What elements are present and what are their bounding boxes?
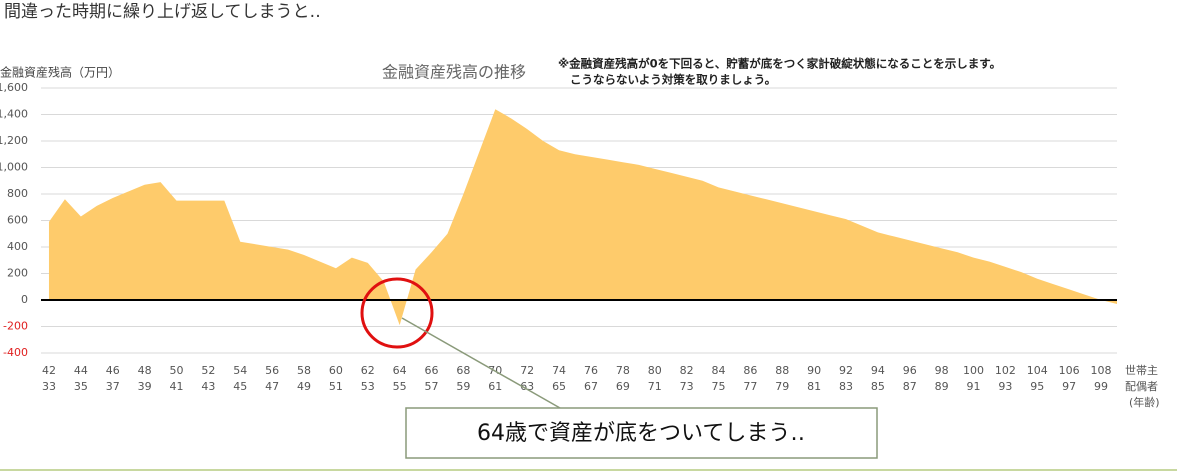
x-tick-label: 66 xyxy=(425,364,439,377)
x-tick-label: 68 xyxy=(456,364,470,377)
x2-tick-label: 89 xyxy=(935,380,949,393)
area xyxy=(48,109,1118,326)
x2-tick-label: 79 xyxy=(775,380,789,393)
x2-tick-label: 53 xyxy=(361,380,375,393)
x-tick-label: 76 xyxy=(584,364,598,377)
x-axis-label: 配偶者 xyxy=(1125,380,1158,393)
y-tick-label: -400 xyxy=(3,346,28,359)
x2-tick-label: 59 xyxy=(456,380,470,393)
x2-tick-label: 35 xyxy=(74,380,88,393)
x-tick-label: 58 xyxy=(297,364,311,377)
x2-tick-label: 61 xyxy=(488,380,502,393)
x2-tick-label: 41 xyxy=(169,380,183,393)
y-tick-label: -200 xyxy=(3,320,28,333)
y-tick-label: 800 xyxy=(7,187,28,200)
x2-tick-label: 85 xyxy=(871,380,885,393)
x-tick-label: 108 xyxy=(1091,364,1112,377)
x2-tick-label: 77 xyxy=(743,380,757,393)
x2-tick-label: 73 xyxy=(680,380,694,393)
x2-tick-label: 49 xyxy=(297,380,311,393)
x-tick-label: 98 xyxy=(935,364,949,377)
x2-tick-label: 87 xyxy=(903,380,917,393)
x2-tick-label: 63 xyxy=(520,380,534,393)
x-tick-label: 60 xyxy=(329,364,343,377)
x2-tick-label: 43 xyxy=(201,380,215,393)
note: こうならないよう対策を取りましょう。 xyxy=(570,73,776,87)
x2-tick-label: 57 xyxy=(425,380,439,393)
x2-tick-label: 65 xyxy=(552,380,566,393)
callout-box xyxy=(405,407,878,459)
y-tick-label: 200 xyxy=(7,267,28,280)
x-tick-label: 90 xyxy=(807,364,821,377)
y-tick-label: 1,000 xyxy=(0,161,28,174)
x-tick-label: 82 xyxy=(680,364,694,377)
x2-tick-label: 71 xyxy=(648,380,662,393)
y-axis-label: 金融資産残高（万円） xyxy=(0,65,120,80)
x2-tick-label: 33 xyxy=(42,380,56,393)
x-tick-label: 48 xyxy=(138,364,152,377)
x-tick-label: 42 xyxy=(42,364,56,377)
x2-tick-label: 95 xyxy=(1030,380,1044,393)
x2-tick-label: 93 xyxy=(998,380,1012,393)
x-tick-label: 80 xyxy=(648,364,662,377)
x2-tick-label: 39 xyxy=(138,380,152,393)
y-tick-label: 0 xyxy=(21,293,28,306)
x2-tick-label: 75 xyxy=(711,380,725,393)
x-tick-label: 84 xyxy=(711,364,725,377)
x-tick-label: 52 xyxy=(201,364,215,377)
heading: 間違った時期に繰り上げ返してしまうと‥ xyxy=(4,2,321,22)
x-tick-label: 72 xyxy=(520,364,534,377)
chart-title: 金融資産残高の推移 xyxy=(382,63,526,82)
x2-tick-label: 91 xyxy=(967,380,981,393)
y-tick-label: 1,200 xyxy=(0,134,28,147)
x2-tick-label: 67 xyxy=(584,380,598,393)
x-tick-label: 62 xyxy=(361,364,375,377)
x-tick-label: 88 xyxy=(775,364,789,377)
x-tick-label: 102 xyxy=(995,364,1016,377)
x-tick-label: 44 xyxy=(74,364,88,377)
x2-tick-label: 99 xyxy=(1094,380,1108,393)
y-tick-label: 1,600 xyxy=(0,81,28,94)
x-tick-label: 96 xyxy=(903,364,917,377)
callout: 64歳で資産が底をついてしまう‥ xyxy=(477,421,805,446)
x2-tick-label: 47 xyxy=(265,380,279,393)
x-axis-label: 世帯主 xyxy=(1125,364,1158,377)
x-tick-label: 50 xyxy=(169,364,183,377)
x-tick-label: 54 xyxy=(233,364,247,377)
note: ※金融資産残高が0を下回ると、貯蓄が底をつく家計破綻状態になることを示します。 xyxy=(558,57,1001,71)
y-tick-label: 1,400 xyxy=(0,108,28,121)
y-tick-label: 600 xyxy=(7,214,28,227)
x-axis-label: (年齢) xyxy=(1129,395,1160,409)
x-tick-label: 86 xyxy=(743,364,757,377)
x-tick-label: 78 xyxy=(616,364,630,377)
x2-tick-label: 69 xyxy=(616,380,630,393)
x-tick-label: 74 xyxy=(552,364,566,377)
x2-tick-label: 45 xyxy=(233,380,247,393)
x2-tick-label: 97 xyxy=(1062,380,1076,393)
x2-tick-label: 83 xyxy=(839,380,853,393)
x-tick-label: 46 xyxy=(106,364,120,377)
x-tick-label: 64 xyxy=(393,364,407,377)
y-tick-label: 400 xyxy=(7,240,28,253)
x-tick-label: 94 xyxy=(871,364,885,377)
x-tick-label: 100 xyxy=(963,364,984,377)
x2-tick-label: 51 xyxy=(329,380,343,393)
x-tick-label: 56 xyxy=(265,364,279,377)
x2-tick-label: 81 xyxy=(807,380,821,393)
x2-tick-label: 55 xyxy=(393,380,407,393)
x-tick-label: 92 xyxy=(839,364,853,377)
x-tick-label: 104 xyxy=(1027,364,1048,377)
connector xyxy=(401,317,561,409)
highlight-circle xyxy=(360,277,434,349)
x-tick-label: 106 xyxy=(1059,364,1080,377)
x2-tick-label: 37 xyxy=(106,380,120,393)
